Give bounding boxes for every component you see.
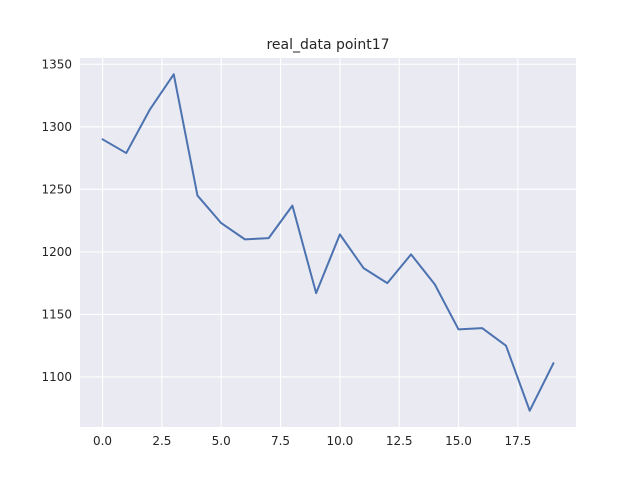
x-tick-label: 15.0 [445, 434, 472, 448]
series-lines [101, 73, 555, 412]
grid-lines [80, 58, 576, 427]
x-tick-label: 12.5 [386, 434, 413, 448]
y-axis-tick-labels: 1100 1150 1200 1250 1300 1350 [41, 57, 72, 384]
x-tick-label: 2.5 [152, 434, 171, 448]
chart-title: real_data point17 [266, 37, 389, 53]
y-tick-label: 1350 [41, 57, 72, 71]
x-tick-label: 0.0 [93, 434, 112, 448]
y-tick-label: 1300 [41, 120, 72, 134]
x-tick-label: 7.5 [271, 434, 290, 448]
x-tick-label: 5.0 [212, 434, 231, 448]
x-axis-tick-labels: 0.0 2.5 5.0 7.5 10.0 12.5 15.0 17.5 [93, 434, 531, 448]
y-tick-label: 1150 [41, 307, 72, 321]
series-line [101, 73, 555, 412]
y-tick-label: 1250 [41, 182, 72, 196]
x-tick-label: 17.5 [504, 434, 531, 448]
plot-area [80, 58, 576, 427]
x-tick-label: 10.0 [327, 434, 354, 448]
y-tick-label: 1100 [41, 370, 72, 384]
y-tick-label: 1200 [41, 245, 72, 259]
